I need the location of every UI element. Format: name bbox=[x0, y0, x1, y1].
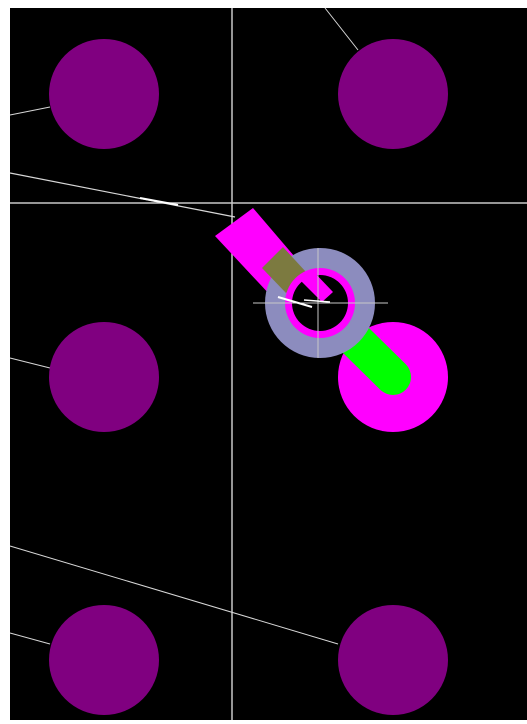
ratsnest-line bbox=[9, 106, 51, 116]
ratsnest-line bbox=[9, 357, 51, 369]
pad-top-right[interactable] bbox=[338, 39, 448, 149]
ratsnest-line bbox=[9, 632, 51, 645]
trace-in-via bbox=[300, 270, 333, 302]
ratsnest-line bbox=[9, 172, 236, 218]
ratsnest-line bbox=[324, 7, 359, 51]
pad-bottom-right[interactable] bbox=[338, 605, 448, 715]
ratsnest-highlight bbox=[139, 197, 179, 206]
dimension-line bbox=[303, 299, 331, 303]
pad-top-left[interactable] bbox=[49, 39, 159, 149]
ratsnest-line bbox=[9, 545, 339, 645]
pad-bottom-left[interactable] bbox=[49, 605, 159, 715]
dimension-line bbox=[277, 296, 313, 308]
pad-middle-left[interactable] bbox=[49, 322, 159, 432]
